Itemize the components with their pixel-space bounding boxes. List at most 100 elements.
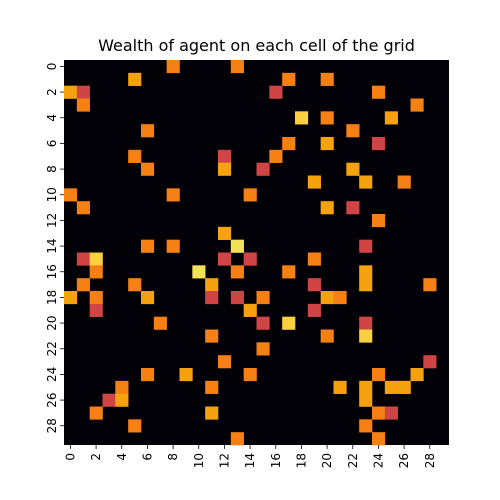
heatmap-cell xyxy=(384,406,398,420)
heatmap-cell xyxy=(410,98,424,112)
y-tick-label: 18 xyxy=(45,290,59,305)
heatmap-cell xyxy=(346,124,360,138)
y-tick-label: 4 xyxy=(45,114,59,122)
x-tick-label: 24 xyxy=(371,453,385,468)
heatmap-cell xyxy=(359,265,373,279)
heatmap-cell xyxy=(372,137,386,151)
heatmap-cell xyxy=(205,406,219,420)
y-tick-label: 24 xyxy=(45,367,59,382)
heatmap-cell xyxy=(307,252,321,266)
heatmap-cell xyxy=(230,60,244,74)
heatmap-cell xyxy=(243,188,257,202)
y-tick-label: 26 xyxy=(45,392,59,407)
heatmap-cell xyxy=(372,214,386,228)
heatmap-cell xyxy=(76,201,90,215)
heatmap-cell xyxy=(128,419,142,433)
y-tick-label: 6 xyxy=(45,140,59,148)
heatmap-cell xyxy=(166,60,180,74)
heatmap-cell xyxy=(153,316,167,330)
y-tick-label: 28 xyxy=(45,418,59,433)
heatmap-cell xyxy=(89,303,103,317)
heatmap-cell xyxy=(218,355,232,369)
heatmap-cell xyxy=(320,111,334,125)
heatmap-cell xyxy=(423,355,437,369)
x-tick-label: 22 xyxy=(346,453,360,468)
heatmap-cell xyxy=(179,368,193,382)
heatmap-cell xyxy=(256,316,270,330)
heatmap-cell xyxy=(128,149,142,163)
heatmap-cell xyxy=(230,239,244,253)
heatmap-cell xyxy=(320,291,334,305)
heatmap-cell xyxy=(320,201,334,215)
heatmap-cell xyxy=(128,72,142,86)
heatmap-cell xyxy=(372,406,386,420)
chart-title: Wealth of agent on each cell of the grid xyxy=(98,36,415,55)
x-tick-label: 0 xyxy=(63,453,77,461)
heatmap-cell xyxy=(64,85,78,99)
y-tick-label: 20 xyxy=(45,315,59,330)
heatmap-cell xyxy=(346,162,360,176)
heatmap-cell xyxy=(359,278,373,292)
x-tick-label: 20 xyxy=(320,453,334,468)
heatmap-cell xyxy=(333,380,347,394)
heatmap-cell xyxy=(115,393,129,407)
heatmap-cell xyxy=(230,265,244,279)
x-tick-label: 4 xyxy=(115,453,129,461)
y-tick-label: 2 xyxy=(45,88,59,96)
heatmap-cell xyxy=(243,368,257,382)
heatmap-cell xyxy=(256,291,270,305)
heatmap-cell xyxy=(269,85,283,99)
heatmap-cell xyxy=(243,252,257,266)
heatmap-cell xyxy=(282,316,296,330)
heatmap-cell xyxy=(359,239,373,253)
heatmap-cell xyxy=(76,98,90,112)
heatmap-cell xyxy=(64,291,78,305)
heatmap-cell xyxy=(243,303,257,317)
heatmap-cell xyxy=(218,149,232,163)
heatmap-cell xyxy=(205,329,219,343)
heatmap-cell xyxy=(307,278,321,292)
heatmap-cell xyxy=(333,291,347,305)
heatmap-cell xyxy=(372,85,386,99)
heatmap-cell xyxy=(205,380,219,394)
heatmap-cell xyxy=(307,303,321,317)
heatmap-cell xyxy=(320,137,334,151)
heatmap-cell xyxy=(76,252,90,266)
heatmap-cell xyxy=(128,278,142,292)
heatmap-cell xyxy=(359,393,373,407)
x-tick-label: 6 xyxy=(140,453,154,461)
plot-area xyxy=(64,60,449,446)
heatmap-cell xyxy=(397,175,411,189)
heatmap-cell xyxy=(76,85,90,99)
heatmap-cell xyxy=(115,380,129,394)
heatmap-cell xyxy=(295,111,309,125)
heatmap-cell xyxy=(89,406,103,420)
x-tick-label: 18 xyxy=(294,453,308,468)
y-tick-label: 12 xyxy=(45,213,59,228)
heatmap-cell xyxy=(141,124,155,138)
heatmap-cell xyxy=(359,380,373,394)
heatmap-cell xyxy=(141,239,155,253)
y-tick-label: 14 xyxy=(45,238,59,253)
x-tick-label: 16 xyxy=(269,453,283,468)
heatmap-cell xyxy=(282,72,296,86)
heatmap-cell xyxy=(89,291,103,305)
heatmap-cell xyxy=(423,278,437,292)
y-tick-label: 22 xyxy=(45,341,59,356)
heatmap-cell xyxy=(384,380,398,394)
heatmap-cell xyxy=(359,419,373,433)
heatmap-cell xyxy=(397,380,411,394)
heatmap-cell xyxy=(102,393,116,407)
heatmap-cell xyxy=(359,175,373,189)
heatmap-cell xyxy=(372,432,386,446)
heatmap-cell xyxy=(218,226,232,240)
heatmap-cell xyxy=(64,188,78,202)
heatmap-cell xyxy=(230,432,244,446)
x-axis: 0 2 4 6 8 10 12 14 16 18 20 22 24 26 28 xyxy=(63,445,437,468)
heatmap-cell xyxy=(141,162,155,176)
y-tick-label: 8 xyxy=(45,165,59,173)
y-tick-label: 16 xyxy=(45,264,59,279)
heatmap-cell xyxy=(282,137,296,151)
